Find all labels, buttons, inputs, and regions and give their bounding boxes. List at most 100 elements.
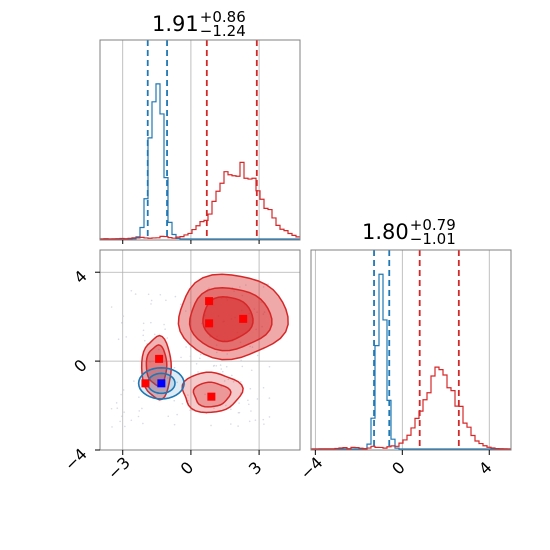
sample-point	[185, 346, 187, 348]
sample-point	[249, 387, 252, 390]
sample-point	[134, 293, 137, 295]
right-histogram-title: 1.80 +0.79 −1.01	[362, 216, 456, 248]
sample-point	[250, 410, 252, 412]
sample-point	[225, 404, 227, 407]
sample-point	[181, 402, 184, 405]
sample-point	[185, 310, 187, 312]
top-histogram-title: 1.91 +0.86 −1.24	[152, 10, 246, 40]
sample-point	[180, 303, 182, 306]
sample-point	[210, 424, 212, 427]
y-tick-label: 4	[70, 267, 91, 288]
sample-point	[143, 339, 146, 342]
sample-point	[150, 321, 152, 324]
sample-point	[187, 399, 189, 402]
sample-point	[260, 301, 262, 303]
sample-point	[232, 381, 235, 383]
sample-point	[189, 346, 192, 349]
sample-point	[130, 289, 133, 292]
sample-point	[231, 374, 233, 377]
sample-point	[223, 380, 226, 382]
sample-point	[187, 394, 189, 396]
sample-point	[122, 315, 125, 317]
sample-point	[189, 409, 191, 411]
title-value: 1.91	[152, 11, 199, 36]
sample-point	[159, 293, 162, 296]
sample-point	[215, 364, 218, 367]
sample-point	[142, 334, 145, 337]
sample-point	[237, 425, 239, 427]
sample-point	[254, 419, 257, 421]
y-tick-label: 0	[70, 356, 91, 377]
sample-point	[180, 356, 182, 359]
histogram-series-2	[310, 366, 511, 450]
sample-point	[245, 284, 247, 286]
sample-point	[215, 344, 218, 346]
sample-point	[147, 293, 150, 296]
top-histogram-panel	[99, 39, 301, 244]
sample-point	[263, 311, 266, 313]
histogram-series-1	[311, 273, 511, 450]
sample-point	[142, 322, 145, 325]
sample-point	[241, 294, 244, 297]
sample-point	[115, 402, 118, 404]
sample-point	[268, 416, 271, 418]
histogram-series-1	[100, 83, 300, 240]
sample-point	[122, 389, 125, 391]
sample-point	[262, 386, 265, 389]
red-contour-inner	[202, 296, 254, 343]
sample-point	[213, 407, 215, 410]
blue-marker	[157, 379, 166, 388]
red-marker	[141, 379, 150, 388]
x-tick-label: 0	[177, 458, 198, 479]
sample-point	[142, 422, 144, 425]
sample-point	[164, 328, 166, 330]
sample-point	[248, 420, 251, 423]
sample-point	[199, 357, 201, 360]
sample-point	[121, 415, 123, 418]
sample-point	[125, 336, 128, 338]
sample-point	[239, 286, 241, 288]
sample-point	[251, 346, 254, 348]
sample-point	[249, 345, 251, 348]
sample-point	[262, 286, 265, 288]
right-histogram-panel: −4 0 4	[296, 249, 512, 483]
sample-point	[174, 295, 177, 298]
sample-point	[268, 397, 271, 399]
title-lower-error: −1.01	[409, 230, 456, 248]
sample-point	[239, 381, 242, 383]
sample-point	[138, 396, 140, 398]
sample-point	[247, 399, 249, 402]
red-marker	[205, 297, 214, 306]
contour-panel: −3 0 3 −4 0 4	[61, 249, 301, 483]
sample-point	[208, 287, 210, 290]
sample-point	[255, 328, 257, 331]
title-lower-error: −1.24	[199, 22, 246, 40]
x-tick-label: −3	[104, 453, 134, 483]
sample-point	[256, 354, 259, 357]
sample-point	[138, 410, 141, 412]
sample-point	[250, 369, 253, 372]
sample-point	[261, 325, 263, 328]
sample-point	[219, 364, 222, 366]
red-marker	[205, 319, 214, 328]
sample-point	[199, 353, 202, 356]
sample-point	[200, 322, 203, 325]
sample-point	[215, 351, 218, 354]
sample-point	[241, 365, 244, 368]
sample-point	[137, 415, 140, 418]
sample-point	[240, 359, 242, 362]
x-tick-label: 0	[388, 458, 409, 479]
sample-point	[238, 402, 240, 404]
sample-point	[141, 407, 143, 410]
sample-point	[123, 411, 125, 413]
title-upper-error: +0.79	[409, 216, 456, 234]
sample-point	[233, 290, 235, 292]
sample-point	[120, 322, 123, 324]
sample-point	[253, 308, 256, 310]
sample-point	[262, 313, 265, 315]
sample-point	[173, 399, 176, 402]
sample-point	[163, 323, 165, 326]
sample-point	[117, 338, 120, 340]
sample-point	[204, 393, 206, 396]
sample-point	[230, 423, 232, 425]
